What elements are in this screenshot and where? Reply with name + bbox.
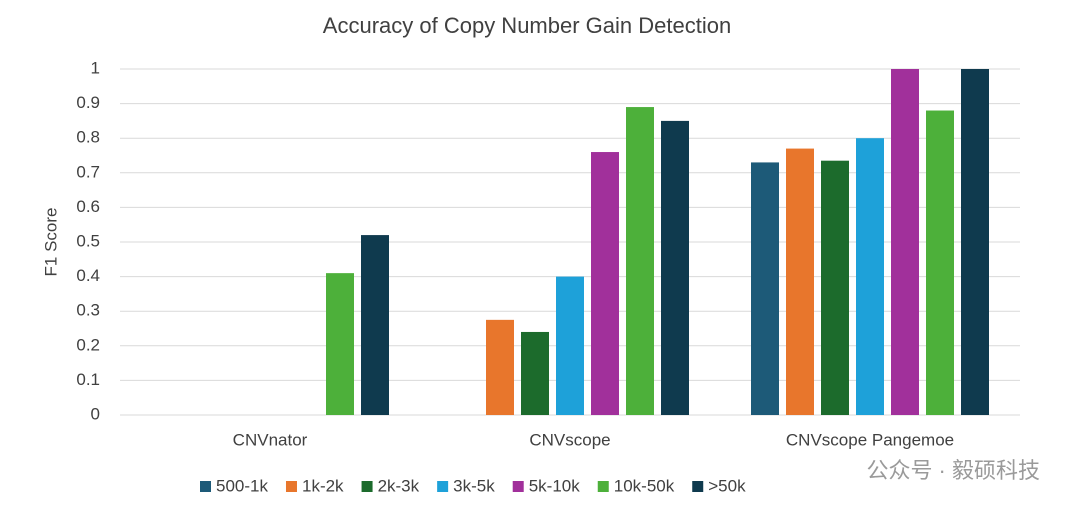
bar xyxy=(661,120,689,416)
x-tick-label: CNVnator xyxy=(233,430,308,449)
y-tick-label: 0.9 xyxy=(76,93,100,112)
bar xyxy=(856,138,884,415)
legend-swatch xyxy=(200,481,211,492)
bar xyxy=(626,107,654,415)
bar xyxy=(326,273,354,415)
bar xyxy=(556,276,584,415)
bar xyxy=(361,235,389,415)
bar xyxy=(486,319,514,415)
legend-swatch xyxy=(512,481,524,492)
x-tick-label: CNVscope Pangemoe xyxy=(786,430,954,449)
legend-label: 10k-50k xyxy=(614,476,675,495)
bar xyxy=(591,152,619,416)
bar xyxy=(821,160,849,415)
y-tick-label: 1 xyxy=(91,58,100,77)
y-tick-label: 0.2 xyxy=(76,335,100,354)
bar xyxy=(891,69,919,415)
legend-label: 1k-2k xyxy=(302,476,344,495)
bar xyxy=(751,162,779,415)
y-tick-label: 0.8 xyxy=(76,128,100,147)
y-tick-label: 0.6 xyxy=(76,197,100,216)
bar xyxy=(961,69,989,415)
chart-title: Accuracy of Copy Number Gain Detection xyxy=(323,13,731,38)
legend-swatch xyxy=(361,481,373,492)
y-tick-label: 0.7 xyxy=(76,162,100,181)
y-tick-label: 0.3 xyxy=(76,301,100,320)
legend-swatch xyxy=(692,481,704,492)
x-tick-label: CNVscope xyxy=(529,430,610,449)
watermark: 公众号 · 毅硕科技 xyxy=(866,458,1040,483)
legend-label: 5k-10k xyxy=(529,476,581,495)
y-tick-label: 0.5 xyxy=(76,231,100,250)
bar xyxy=(786,148,814,415)
y-tick-label: 0.4 xyxy=(76,266,100,285)
y-axis-label: F1 Score xyxy=(41,208,60,277)
y-tick-label: 0.1 xyxy=(76,370,100,389)
bar xyxy=(521,331,549,415)
legend-swatch xyxy=(437,481,449,492)
legend-swatch xyxy=(597,481,609,492)
legend-swatch xyxy=(285,481,297,492)
legend-label: >50k xyxy=(708,476,746,495)
bar xyxy=(926,110,954,416)
y-tick-label: 0 xyxy=(91,404,100,423)
legend-label: 2k-3k xyxy=(378,476,420,495)
legend-label: 3k-5k xyxy=(453,476,495,495)
legend-label: 500-1k xyxy=(216,476,268,495)
